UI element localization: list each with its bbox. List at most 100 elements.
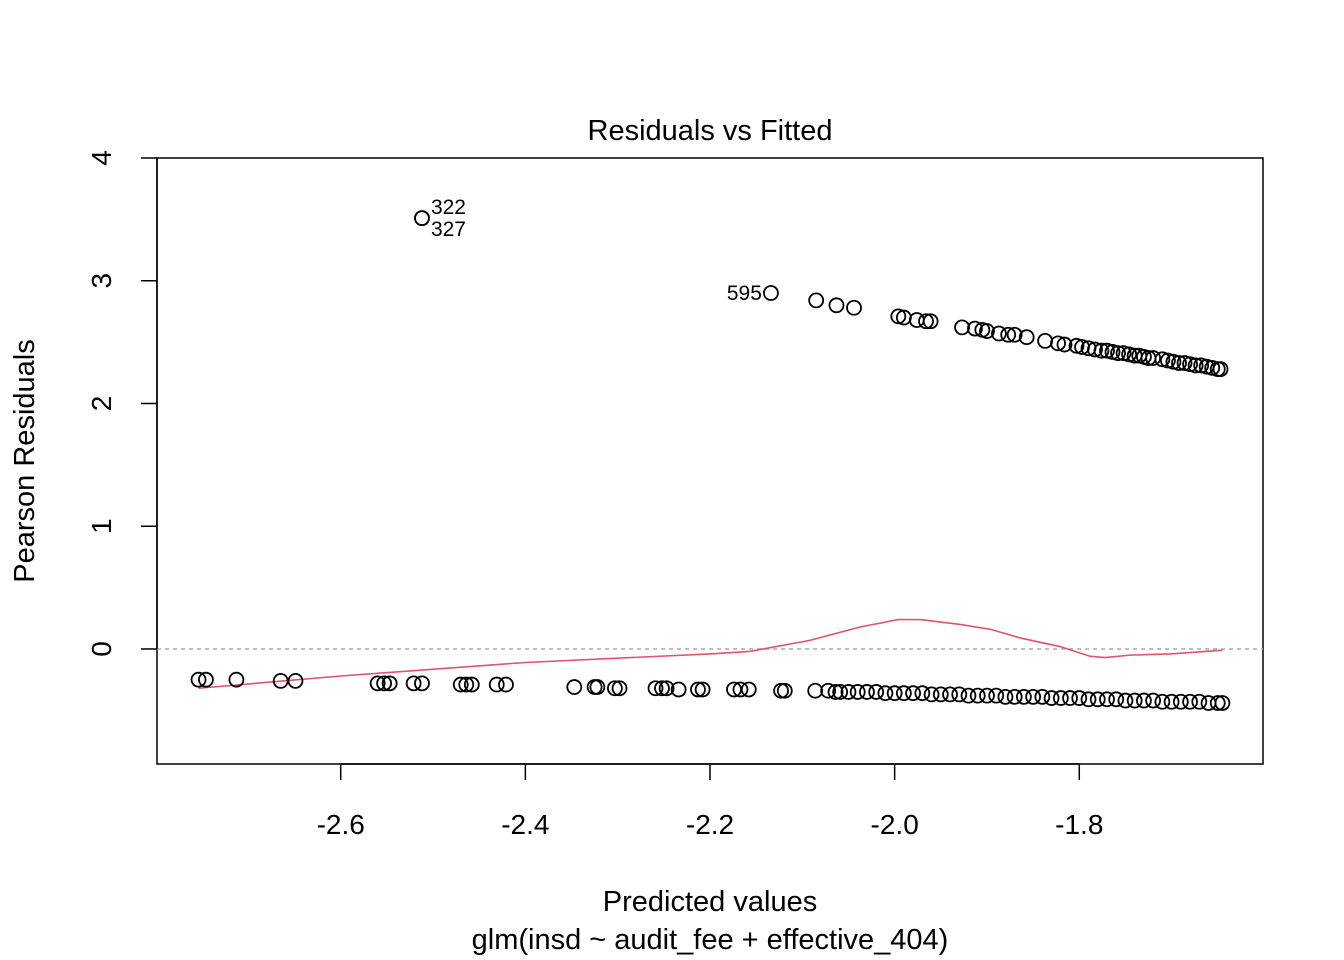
data-point [1000, 326, 1017, 343]
data-point [369, 675, 386, 692]
data-point [763, 285, 779, 301]
data-point [1018, 329, 1035, 346]
data-point [997, 688, 1014, 705]
data-point [960, 687, 977, 704]
data-point [1214, 695, 1231, 711]
data-point [979, 323, 995, 339]
data-point [932, 686, 949, 703]
y-tick-label: 1 [86, 518, 117, 534]
point-label: 595 [727, 282, 762, 305]
data-point [967, 320, 983, 337]
data-point [190, 671, 207, 688]
point-label: 322 [431, 196, 466, 219]
data-point [566, 679, 583, 695]
data-point [923, 686, 940, 703]
data-point [1154, 693, 1171, 710]
data-point [1052, 690, 1069, 706]
y-tick-label: 2 [86, 396, 117, 412]
data-point [1193, 357, 1210, 374]
data-point [1062, 690, 1078, 706]
data-point [969, 687, 986, 704]
data-point [463, 676, 480, 693]
data-point [1037, 332, 1054, 349]
data-point [740, 681, 757, 698]
data-point [942, 686, 958, 703]
data-point [1043, 690, 1060, 706]
data-point [914, 685, 931, 702]
data-point [877, 685, 894, 702]
data-point [611, 680, 628, 697]
data-point [979, 687, 995, 704]
data-point [458, 676, 475, 693]
data-point [1171, 355, 1187, 371]
x-axis: -2.6 -2.4 -2.2 -2.0 -1.8 [317, 763, 1103, 840]
data-point [808, 292, 825, 309]
data-point [376, 675, 393, 692]
data-point [1212, 361, 1229, 378]
data-point [1099, 691, 1115, 708]
x-axis-subtitle: glm(insd ~ audit_fee + effective_404) [472, 924, 949, 956]
data-point [1087, 341, 1103, 358]
data-point [198, 671, 214, 688]
data-point [1165, 353, 1182, 370]
data-point [690, 681, 706, 698]
plot-frame [156, 157, 1264, 765]
data-point [607, 680, 623, 697]
data-point [414, 210, 430, 227]
data-point [1089, 691, 1106, 708]
data-point [1025, 688, 1042, 705]
data-point [414, 675, 430, 692]
data-point [988, 687, 1005, 704]
data-point [1015, 688, 1032, 705]
data-point [820, 682, 837, 699]
data-point [776, 682, 793, 699]
x-tick-label: -1.8 [1055, 809, 1103, 840]
data-point [658, 680, 675, 697]
smooth-line-group [198, 618, 1223, 690]
data-point [840, 684, 857, 700]
data-point [1056, 336, 1073, 353]
data-point [488, 676, 505, 693]
data-point [1115, 345, 1132, 362]
data-point [381, 675, 398, 692]
data-point [951, 686, 968, 703]
data-point [589, 679, 606, 695]
data-point [1176, 355, 1193, 371]
data-point [773, 682, 789, 699]
data-point [922, 313, 939, 330]
data-point [832, 684, 849, 700]
data-point [1117, 692, 1134, 709]
data-point [1145, 692, 1162, 709]
data-point [991, 325, 1007, 342]
data-point [846, 299, 862, 316]
data-point [1187, 357, 1204, 374]
data-point [890, 308, 907, 325]
data-point [1121, 346, 1138, 363]
x-tick-label: -2.4 [501, 809, 549, 840]
data-point [1182, 693, 1198, 710]
data-point [918, 313, 934, 330]
data-point [1136, 692, 1152, 709]
data-point [1154, 351, 1171, 368]
data-point [1191, 693, 1208, 710]
data-point [1108, 691, 1125, 708]
data-point [827, 684, 844, 700]
data-point [1071, 690, 1088, 706]
data-point [1068, 337, 1085, 354]
chart-title: Residuals vs Fitted [588, 115, 833, 147]
data-point [1110, 345, 1126, 362]
data-point [905, 685, 922, 702]
point-label: 327 [431, 218, 466, 241]
data-point [287, 673, 304, 689]
data-point [954, 319, 970, 336]
data-point [1160, 352, 1176, 369]
data-point [1126, 692, 1143, 709]
data-point [694, 681, 711, 698]
x-axis-title: Predicted values [603, 886, 817, 918]
data-point [1080, 691, 1097, 708]
data-point [452, 676, 469, 693]
x-tick-label: -2.0 [871, 809, 919, 840]
data-point [732, 681, 749, 698]
